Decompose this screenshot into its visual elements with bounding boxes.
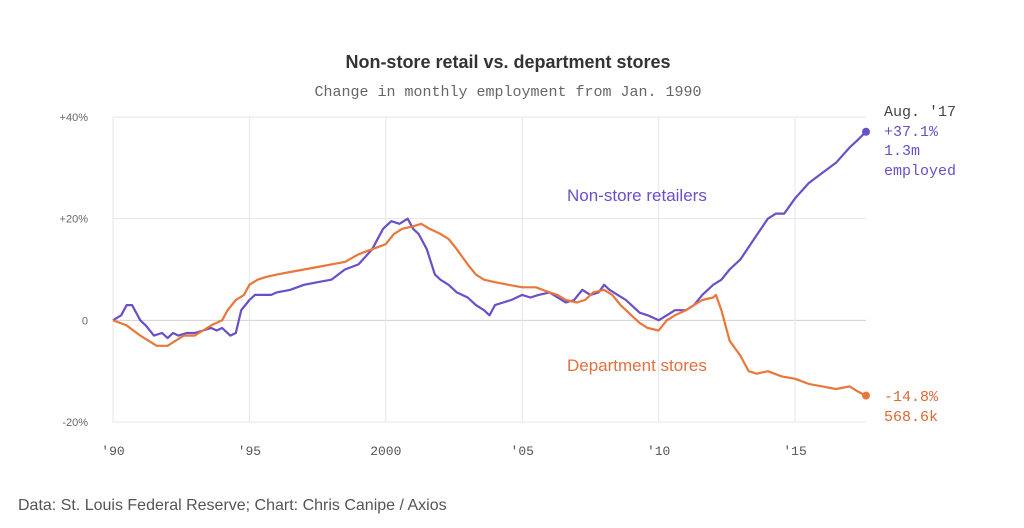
- dept-annotation-line: 568.6k: [884, 409, 938, 426]
- nonstore-annotation-line: +37.1%: [884, 124, 939, 141]
- x-tick-label: '90: [101, 444, 124, 459]
- nonstore-annotation-line: employed: [884, 163, 956, 180]
- y-tick-label: -20%: [62, 417, 88, 429]
- y-tick-label: 0: [82, 315, 88, 327]
- end-annotations: Aug. '17 +37.1% 1.3m employed -14.8% 568.6k: [884, 104, 956, 426]
- x-tick-label: '05: [511, 444, 534, 459]
- dept-line: [112, 222, 867, 397]
- y-tick-label: +40%: [60, 112, 89, 124]
- y-axis: +40% +20% 0 -20%: [60, 112, 89, 429]
- chart-source: Data: St. Louis Federal Reserve; Chart: …: [18, 497, 447, 514]
- nonstore-annotation-line: Aug. '17: [884, 104, 956, 121]
- series-lines: [112, 127, 870, 400]
- chart-title: Non-store retail vs. department stores: [345, 52, 670, 72]
- dept-series-label: Department stores: [567, 356, 707, 375]
- nonstore-series-label: Non-store retailers: [567, 186, 707, 205]
- nonstore-end-point: [862, 127, 870, 136]
- nonstore-annotation-line: 1.3m: [884, 143, 920, 160]
- x-tick-label: 2000: [370, 444, 401, 459]
- dept-annotation-line: -14.8%: [884, 389, 939, 406]
- grid: [112, 116, 866, 423]
- x-tick-label: '15: [783, 444, 806, 459]
- nonstore-line: [112, 130, 867, 340]
- x-tick-label: '95: [238, 444, 261, 459]
- x-axis: '90 '95 2000 '05 '10 '15: [101, 444, 806, 459]
- dept-end-point: [862, 391, 870, 400]
- chart-subtitle: Change in monthly employment from Jan. 1…: [314, 84, 701, 101]
- x-tick-label: '10: [647, 444, 670, 459]
- y-tick-label: +20%: [60, 214, 89, 226]
